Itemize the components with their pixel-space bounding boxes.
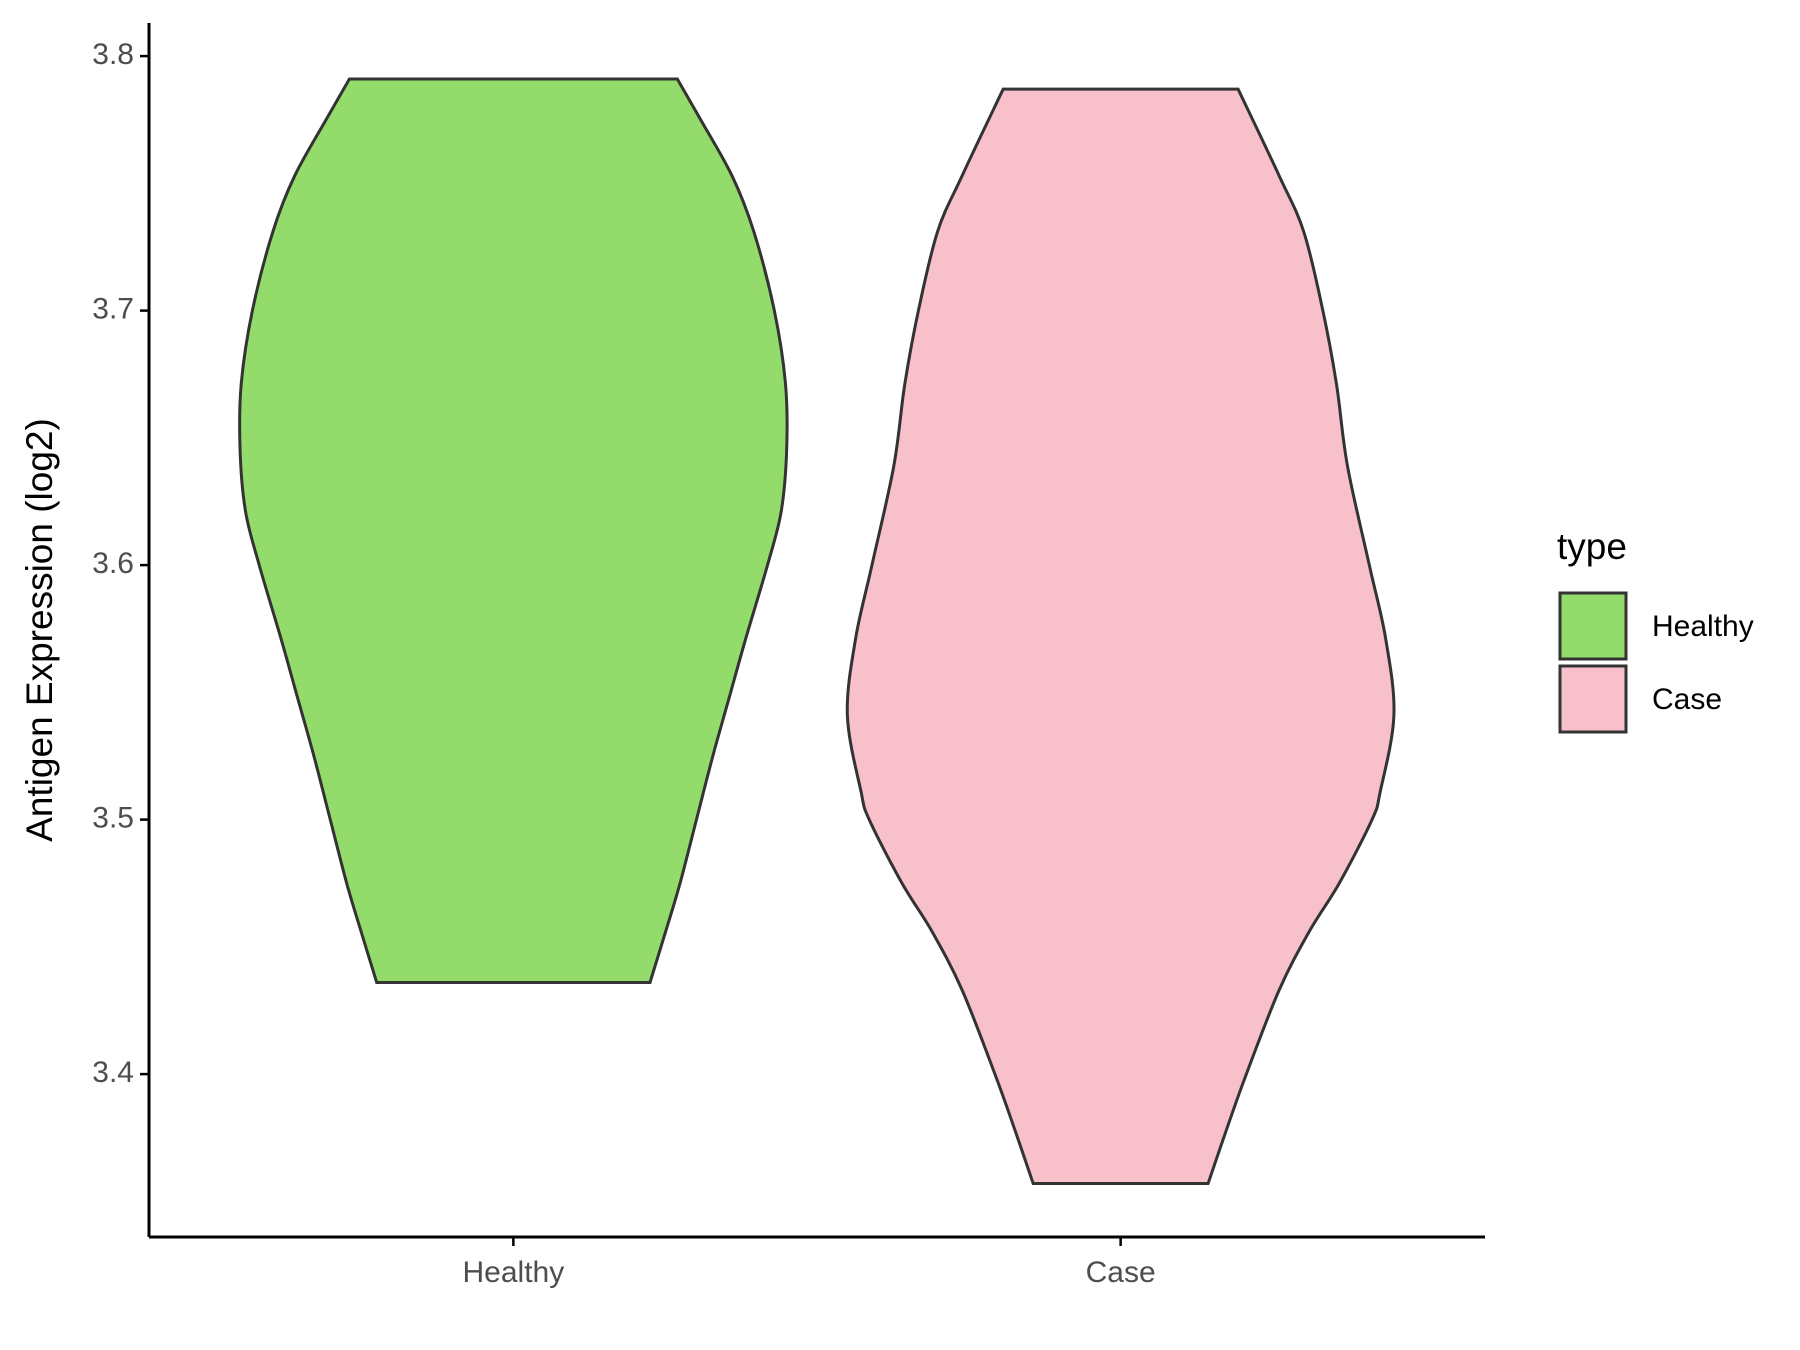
y-tick-label: 3.4 <box>92 1056 134 1089</box>
y-axis-title: Antigen Expression (log2) <box>19 418 60 842</box>
y-tick-label: 3.7 <box>92 293 134 326</box>
legend-label: Healthy <box>1652 610 1754 643</box>
legend-label: Case <box>1652 683 1722 716</box>
legend-title: type <box>1557 526 1627 567</box>
legend-key <box>1558 591 1628 661</box>
legend-key <box>1558 664 1628 734</box>
y-tick-label: 3.8 <box>92 38 134 71</box>
y-tick-label: 3.5 <box>92 802 134 835</box>
x-tick-label: Case <box>1086 1256 1156 1289</box>
x-tick-label: Healthy <box>463 1256 565 1289</box>
violin <box>845 87 1396 1186</box>
y-tick-label: 3.6 <box>92 547 134 580</box>
violin <box>238 77 789 984</box>
